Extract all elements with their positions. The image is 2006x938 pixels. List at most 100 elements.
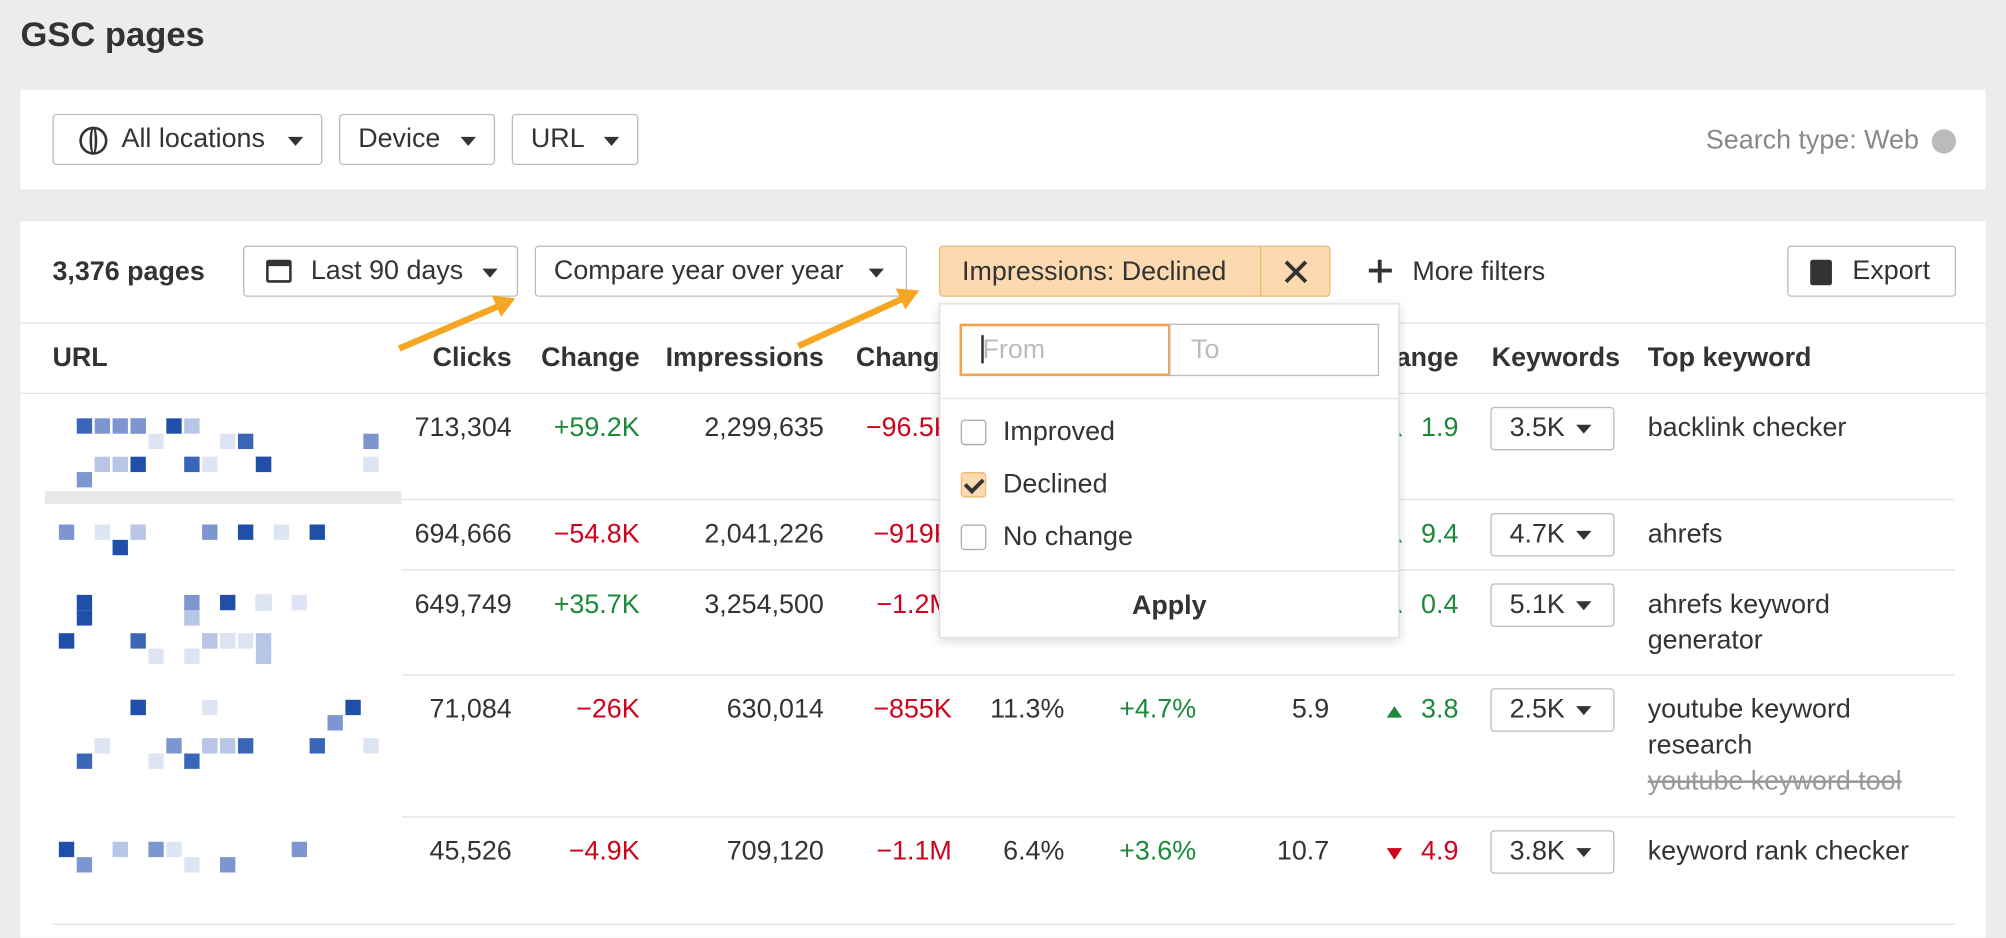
url-pixel	[94, 524, 111, 540]
url-pixel	[148, 841, 164, 858]
url-pixel	[112, 418, 128, 434]
option-label[interactable]: No change	[1002, 521, 1133, 552]
apply-button[interactable]: Apply	[1131, 591, 1207, 621]
top-keyword: keyword rank checker	[1647, 836, 1910, 867]
url-pixel	[130, 524, 146, 540]
remove-filter[interactable]	[1260, 245, 1331, 297]
url-pixel	[148, 433, 164, 450]
url-pixel	[76, 753, 93, 769]
caret	[482, 268, 498, 278]
url-pixel	[184, 857, 200, 873]
export-icon	[1810, 259, 1832, 286]
plus-h	[1368, 268, 1392, 273]
caret	[1576, 424, 1592, 434]
url-pixel	[112, 841, 128, 858]
hline	[940, 570, 1399, 572]
url-pixel	[255, 648, 272, 664]
url-pixel	[76, 418, 93, 434]
url-pixel	[202, 699, 218, 716]
compare-button[interactable]: Compare year over year	[534, 245, 908, 297]
keywords-button[interactable]: 3.5K	[1490, 406, 1615, 451]
cell-clicks: 713,304	[414, 413, 512, 443]
cell-impressions: 709,120	[726, 836, 824, 867]
from-input[interactable]: From	[959, 323, 1171, 377]
locations-button[interactable]: All locations	[52, 113, 323, 166]
keywords-button[interactable]: 3.8K	[1490, 830, 1615, 874]
option-label[interactable]: Declined	[1002, 469, 1108, 499]
checkbox[interactable]	[960, 419, 987, 446]
active-filter[interactable]: Impressions: Declined	[939, 245, 1262, 297]
top-keyword: ahrefs keyword	[1647, 589, 1830, 620]
top-keyword: backlink checker	[1647, 413, 1847, 443]
help-icon	[1931, 129, 1957, 154]
url-pixel	[202, 633, 218, 649]
url-pixel	[363, 738, 379, 754]
url-pixel	[94, 456, 111, 473]
url-button[interactable]: URL	[511, 113, 639, 166]
url-pixel	[76, 610, 93, 626]
url-pixel	[94, 418, 111, 434]
url-pixel	[94, 738, 111, 754]
caret	[287, 136, 304, 146]
url-pixel	[76, 594, 93, 611]
url-pixel	[148, 648, 164, 664]
page-count: 3,376 pages	[52, 257, 205, 287]
trend-arrow	[1386, 706, 1402, 718]
url-pixel	[327, 715, 343, 731]
url-pixel	[363, 433, 379, 450]
cell-impressions: 3,254,500	[704, 589, 824, 620]
url-pixel	[363, 456, 379, 473]
search-type: Search type: Web	[1705, 125, 1919, 155]
url-pixel	[220, 433, 236, 450]
url-pixel	[166, 418, 182, 434]
url-pixel	[76, 857, 93, 873]
cell-impressions: 630,014	[726, 694, 824, 725]
device-button[interactable]: Device	[339, 113, 496, 166]
to-input[interactable]: To	[1169, 323, 1380, 377]
cell-impressions: 2,299,635	[704, 413, 824, 443]
column-header: Impressions	[665, 342, 824, 373]
cell-position-change: 1.9	[1421, 413, 1459, 443]
url-pixel	[202, 456, 218, 473]
url-pixel	[184, 610, 200, 626]
url-pixel	[255, 594, 272, 611]
caret	[1576, 530, 1592, 540]
keywords-button[interactable]: 4.7K	[1490, 512, 1615, 557]
cell-impressions-change: −1.1M	[876, 836, 952, 867]
url-pixel	[58, 841, 75, 858]
url-pixel	[184, 594, 200, 611]
url-pixel	[309, 524, 325, 540]
struck-keyword: youtube keyword tool	[1647, 766, 1902, 796]
export-button[interactable]: Export	[1787, 245, 1957, 297]
url-pixel	[220, 857, 236, 873]
cell-clicks: 694,666	[414, 519, 512, 549]
cell-position-change: 0.4	[1421, 589, 1459, 620]
url-pixel	[255, 456, 272, 473]
column-header: Keywords	[1491, 342, 1621, 373]
checkbox[interactable]	[960, 472, 987, 498]
cell-position-change: 9.4	[1421, 519, 1459, 549]
caret	[1576, 601, 1592, 611]
globe-icon	[79, 126, 108, 155]
keywords-button[interactable]: 2.5K	[1490, 688, 1615, 732]
url-pixel	[76, 472, 93, 488]
cell-position-change: 4.9	[1421, 836, 1459, 867]
keywords-button[interactable]: 5.1K	[1490, 583, 1615, 627]
cell-position-change: 3.8	[1421, 694, 1459, 725]
cell-clicks-change: +35.7K	[553, 589, 640, 620]
url-pixel	[220, 594, 236, 611]
more-filters[interactable]: More filters	[1412, 257, 1546, 287]
cursor	[981, 335, 984, 364]
date-button[interactable]: Last 90 days	[243, 245, 519, 297]
cell-ctr: 6.4%	[1003, 836, 1065, 867]
option-label[interactable]: Improved	[1002, 417, 1115, 447]
page-title: GSC pages	[20, 15, 205, 54]
url-pixel	[130, 456, 146, 473]
url-pixel	[184, 753, 200, 769]
checkbox[interactable]	[960, 524, 987, 551]
url-pixel	[112, 539, 128, 556]
column-header: Change	[541, 342, 640, 373]
url-pixel	[166, 738, 182, 754]
url-pixel	[237, 433, 254, 450]
